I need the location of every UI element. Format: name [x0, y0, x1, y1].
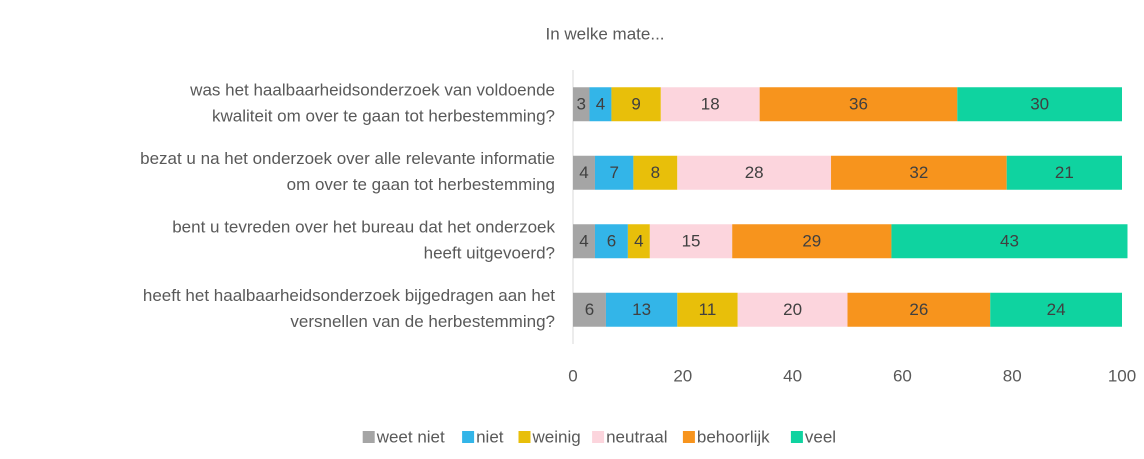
legend-label: behoorlijk	[697, 427, 770, 446]
legend-label: niet	[476, 427, 504, 446]
category-label: was het haalbaarheidsonderzoek van voldo…	[189, 81, 555, 100]
legend-swatch	[462, 431, 475, 443]
data-label: 9	[631, 95, 640, 114]
x-tick-label: 40	[783, 366, 802, 385]
data-label: 43	[1000, 232, 1019, 251]
bar-segment	[594, 155, 634, 190]
x-tick-label: 0	[568, 366, 577, 385]
legend-swatch	[682, 431, 695, 443]
category-label: kwaliteit om over te gaan tot herbestemm…	[212, 107, 555, 126]
data-label: 3	[577, 95, 586, 114]
legend-label: weet niet	[376, 427, 445, 446]
data-label: 29	[802, 232, 821, 251]
data-label: 11	[699, 300, 717, 319]
bar-segment	[1006, 155, 1122, 190]
category-label: versnellen van de herbestemming?	[290, 312, 555, 331]
x-tick-label: 20	[673, 366, 692, 385]
data-label: 4	[596, 95, 605, 114]
bar-segment	[649, 224, 733, 259]
bar-segment	[573, 155, 595, 190]
bar-segment	[633, 155, 678, 190]
bar-segment	[627, 224, 650, 259]
bar-segment	[737, 292, 848, 327]
data-label: 7	[609, 163, 618, 182]
data-label: 28	[745, 163, 764, 182]
bar-segment	[732, 224, 892, 259]
bar-segment	[611, 87, 661, 122]
bar-segment	[891, 224, 1128, 259]
legend-label: veel	[805, 427, 836, 446]
bar-segment	[589, 87, 612, 122]
category-label: bezat u na het onderzoek over alle relev…	[140, 149, 555, 168]
bar-segment	[605, 292, 678, 327]
data-label: 4	[579, 232, 588, 251]
bar-segment	[573, 292, 606, 327]
legend-swatch	[592, 431, 605, 443]
data-label: 6	[585, 300, 594, 319]
category-label: heeft uitgevoerd?	[424, 244, 555, 263]
bar-segment	[660, 87, 760, 122]
bar-segment	[573, 87, 590, 122]
bar-segment	[990, 292, 1122, 327]
chart-title: In welke mate...	[545, 24, 664, 43]
data-label: 32	[909, 163, 928, 182]
bar-segment	[759, 87, 958, 122]
legend-label: weinig	[532, 427, 581, 446]
category-label: bent u tevreden over het bureau dat het …	[172, 218, 555, 237]
x-tick-label: 100	[1108, 366, 1136, 385]
bar-segment	[957, 87, 1122, 122]
bar-segment	[847, 292, 991, 327]
x-tick-label: 60	[893, 366, 912, 385]
bar-segment	[677, 292, 738, 327]
data-label: 4	[579, 163, 588, 182]
bar-segment	[831, 155, 1007, 190]
data-label: 30	[1030, 95, 1049, 114]
legend-swatch	[518, 431, 531, 443]
category-label: om over te gaan tot herbestemming	[287, 175, 555, 194]
legend-swatch	[790, 431, 803, 443]
bar-segment	[677, 155, 832, 190]
data-label: 8	[651, 163, 660, 182]
data-label: 6	[607, 232, 616, 251]
data-label: 4	[634, 232, 643, 251]
data-label: 15	[682, 232, 701, 251]
data-label: 36	[849, 95, 868, 114]
bar-segment	[594, 224, 628, 259]
category-label: heeft het haalbaarheidsonderzoek bijgedr…	[143, 286, 555, 305]
legend-swatch	[362, 431, 375, 443]
bar-segment	[573, 224, 595, 259]
data-label: 13	[632, 300, 651, 319]
data-label: 24	[1047, 300, 1066, 319]
data-label: 26	[909, 300, 928, 319]
data-label: 18	[701, 95, 720, 114]
data-label: 21	[1055, 163, 1074, 182]
data-label: 20	[783, 300, 802, 319]
legend-label: neutraal	[606, 427, 667, 446]
x-tick-label: 80	[1003, 366, 1022, 385]
